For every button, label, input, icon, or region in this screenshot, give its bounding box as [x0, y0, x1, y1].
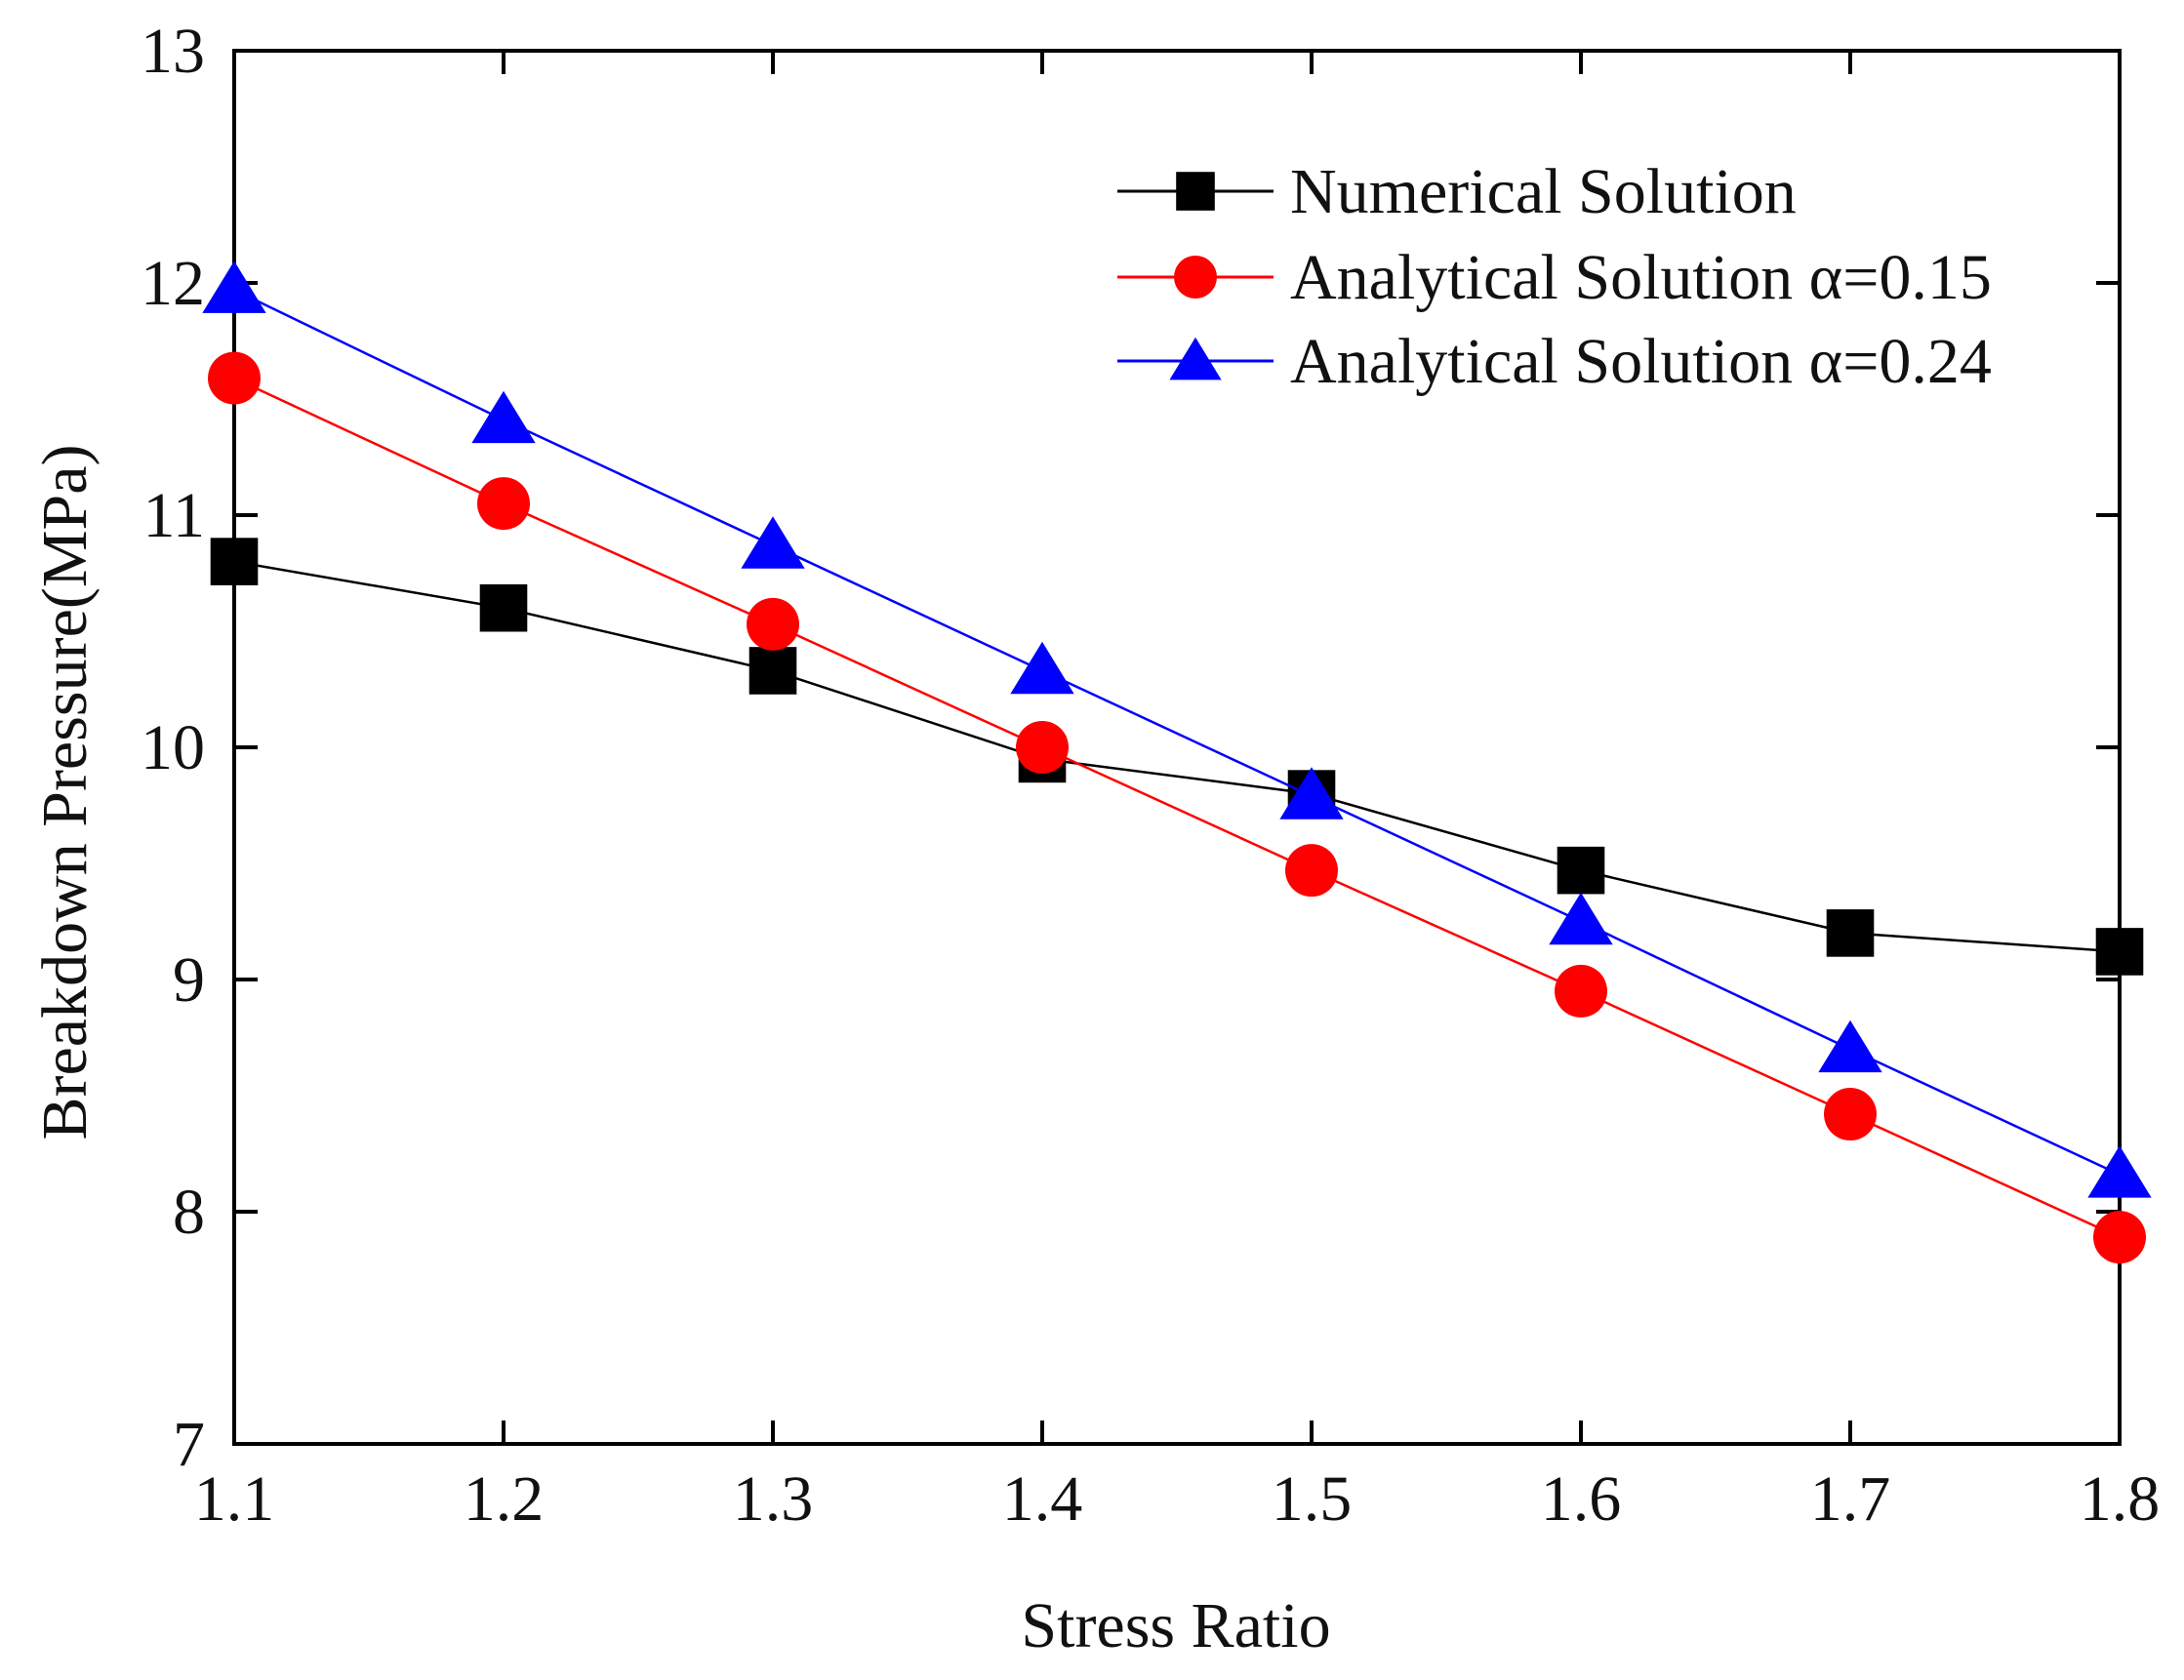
legend-label: Analytical Solution α=0.15 — [1290, 242, 1992, 313]
data-point-square — [1826, 909, 1875, 957]
x-tick-label: 1.5 — [1272, 1463, 1353, 1535]
legend-marker-triangle — [1169, 337, 1222, 380]
data-point-circle — [208, 351, 261, 405]
data-point-square — [1557, 846, 1605, 895]
data-point-square — [479, 583, 528, 632]
y-tick-label: 12 — [141, 248, 205, 319]
data-point-circle — [1016, 721, 1069, 774]
data-point-square — [2095, 928, 2144, 976]
x-axis-title: Stress Ratio — [1021, 1590, 1330, 1661]
series-1 — [208, 351, 2146, 1264]
x-tick-label: 1.8 — [2080, 1463, 2161, 1535]
data-point-triangle — [2087, 1145, 2152, 1198]
y-tick-label: 8 — [173, 1177, 205, 1248]
data-point-triangle — [1818, 1020, 1882, 1073]
legend: Numerical Solution Analytical Solution α=… — [1117, 156, 1992, 397]
data-point-triangle — [741, 516, 805, 569]
series-layer — [202, 260, 2152, 1264]
x-tick-label: 1.4 — [1002, 1463, 1083, 1535]
y-tick-label: 10 — [141, 712, 205, 783]
x-tick-label: 1.3 — [733, 1463, 814, 1535]
data-point-circle — [1285, 844, 1338, 898]
legend-marker-square — [1176, 172, 1215, 211]
data-point-triangle — [471, 390, 536, 444]
data-point-circle — [2093, 1211, 2146, 1264]
x-tick-label: 1.2 — [464, 1463, 545, 1535]
y-tick-label: 11 — [142, 480, 205, 551]
legend-marker-circle — [1174, 256, 1217, 299]
data-point-triangle — [1010, 641, 1074, 695]
y-tick-label: 9 — [173, 944, 205, 1016]
y-tick-label: 7 — [173, 1409, 205, 1480]
x-tick-label: 1.7 — [1810, 1463, 1891, 1535]
legend-label: Numerical Solution — [1290, 156, 1797, 227]
data-point-square — [210, 538, 259, 585]
data-point-circle — [747, 597, 799, 651]
data-point-circle — [477, 477, 530, 531]
data-point-triangle — [1549, 892, 1613, 945]
series-0 — [210, 538, 2144, 976]
data-point-triangle — [1279, 767, 1344, 820]
x-tick-label: 1.6 — [1541, 1463, 1622, 1535]
legend-label: Analytical Solution α=0.24 — [1290, 326, 1992, 397]
x-tick-label: 1.1 — [194, 1463, 275, 1535]
data-point-square — [748, 647, 797, 695]
data-point-circle — [1555, 964, 1607, 1018]
y-tick-label: 13 — [141, 16, 205, 87]
axes: 1.1 1.2 1.3 1.4 1.5 1.6 1.7 1.8 7 8 9 10 11 12 13 — [141, 16, 2160, 1535]
data-point-circle — [1824, 1088, 1877, 1141]
series-line — [233, 377, 2121, 1239]
series-line — [233, 289, 2121, 1177]
y-axis-title: Breakdown Pressure(MPa) — [29, 444, 101, 1140]
series-2 — [202, 260, 2152, 1198]
data-point-triangle — [202, 260, 266, 313]
series-line — [233, 560, 2121, 953]
